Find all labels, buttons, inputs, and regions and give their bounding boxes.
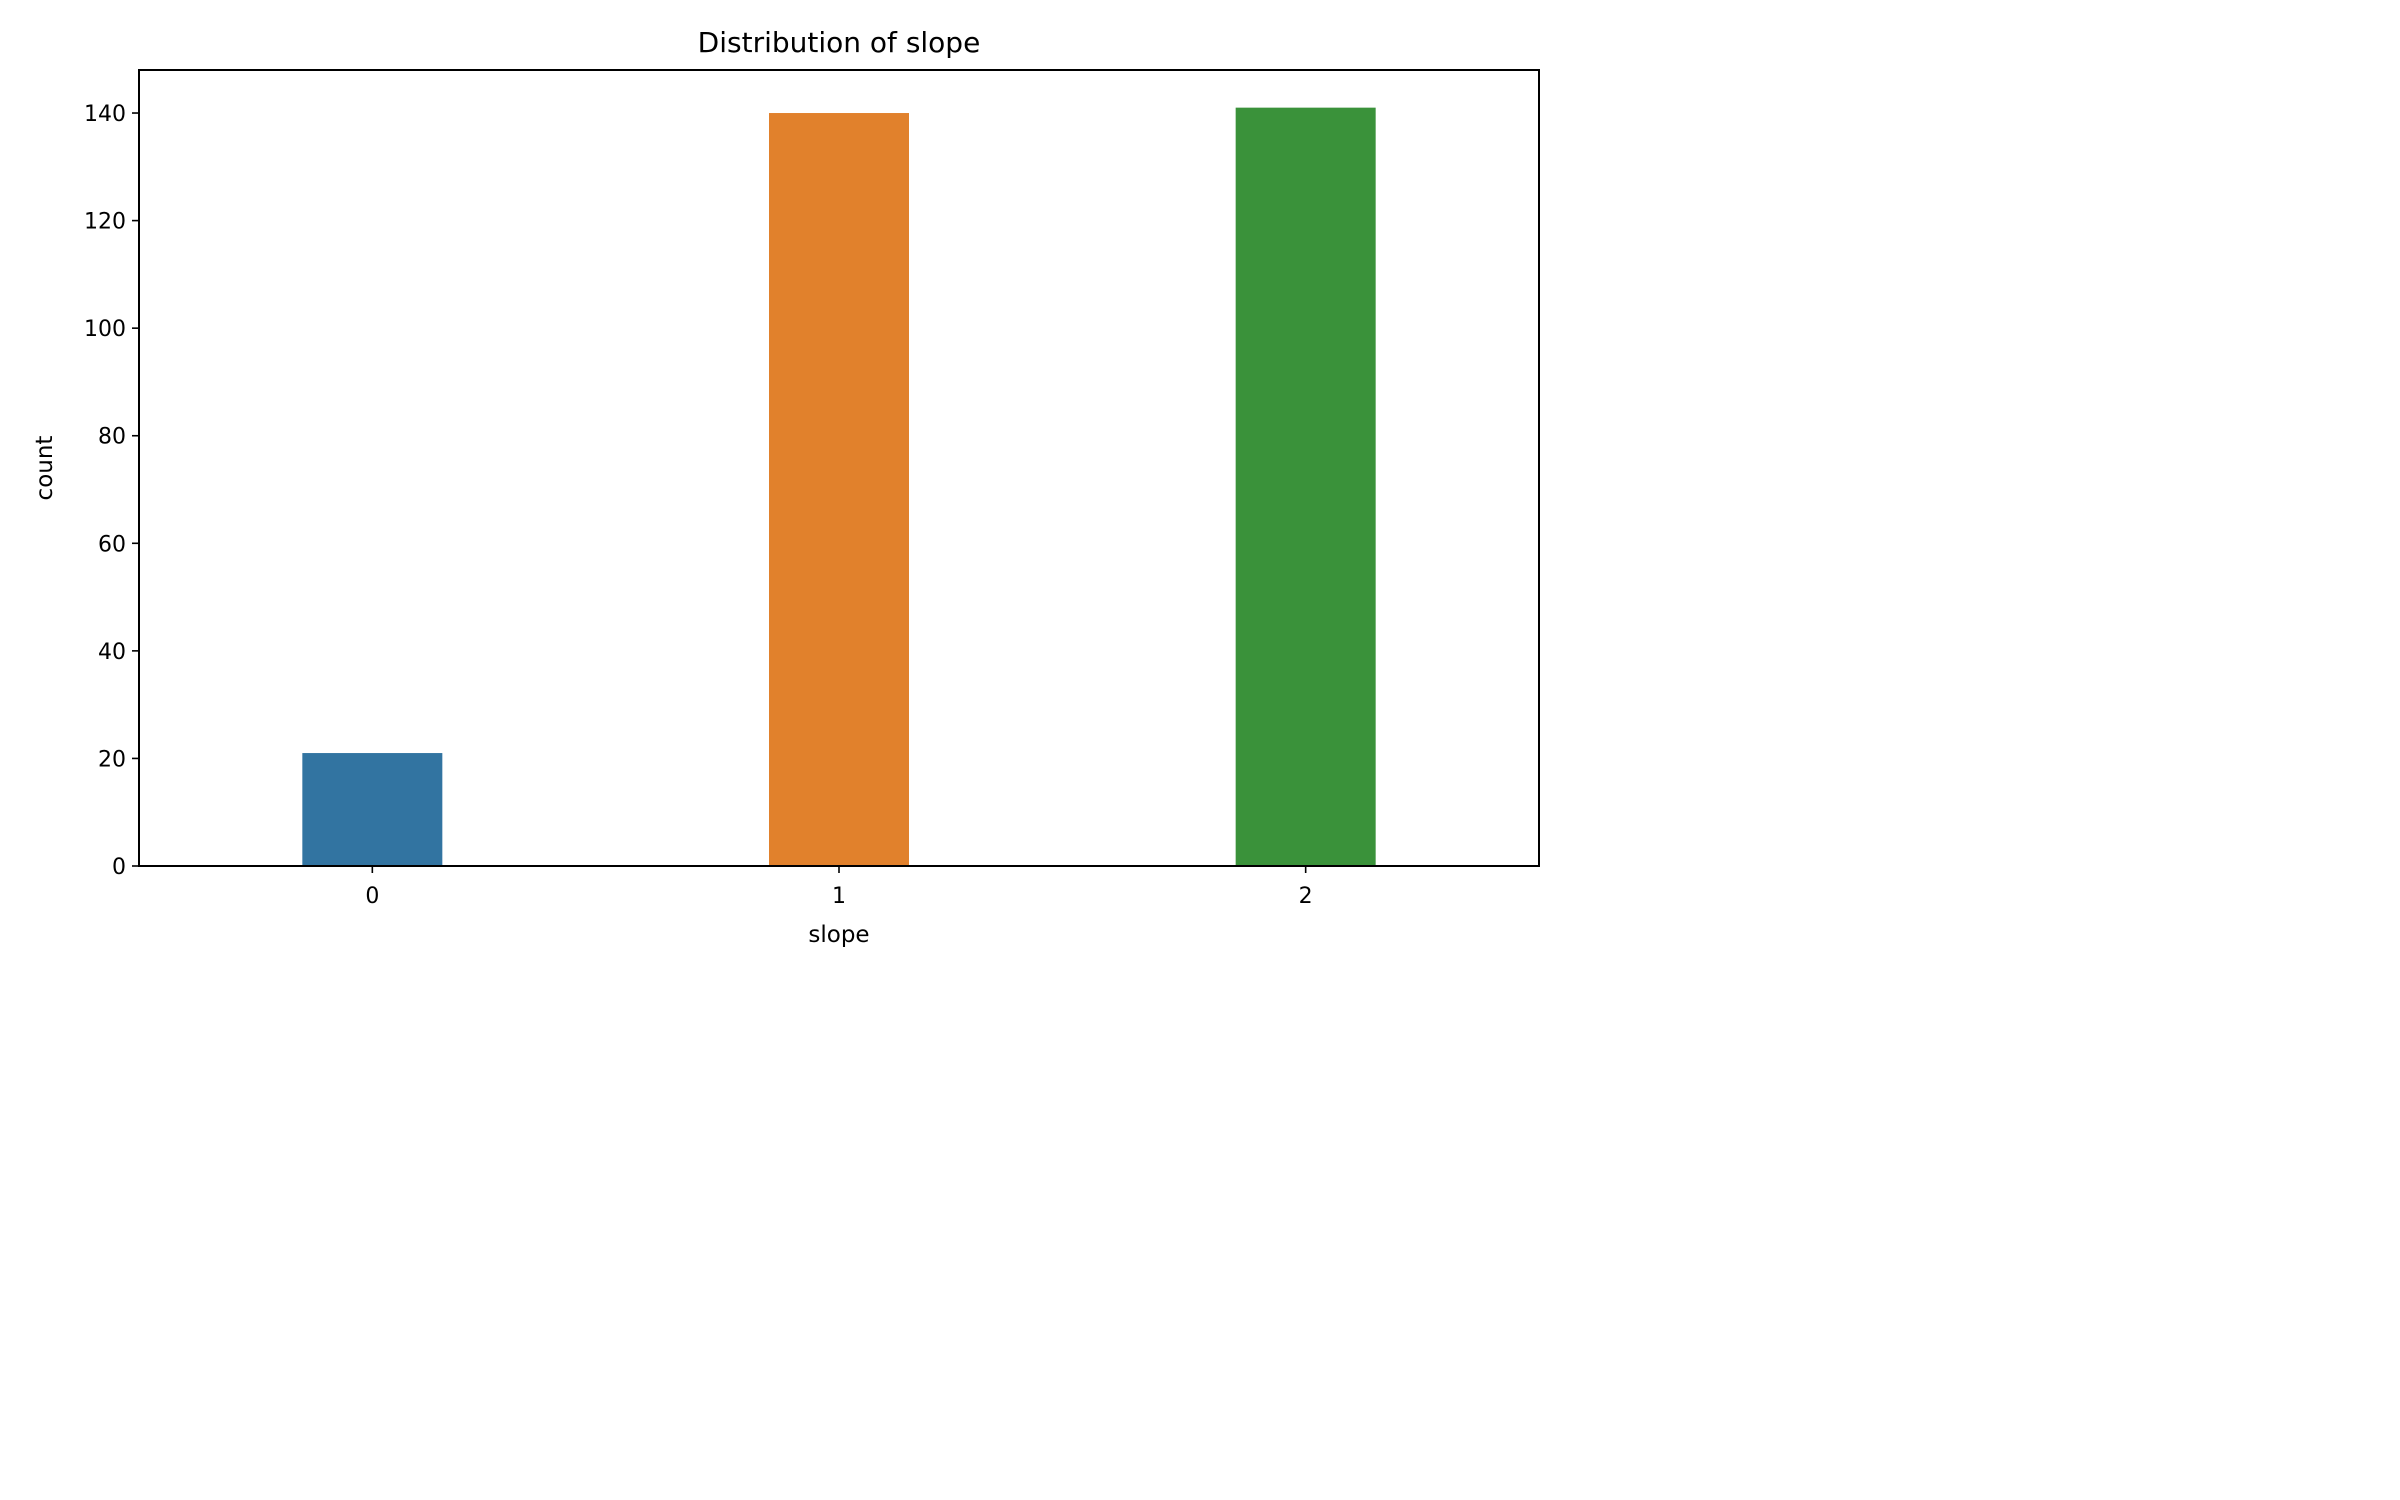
y-tick-label: 100 [84,317,126,342]
y-tick-label: 120 [84,210,126,235]
y-axis-title: count [32,436,58,501]
y-tick-label: 80 [98,425,126,450]
x-tick-label: 2 [1299,884,1313,909]
y-axis: 0 20 40 60 80 100 120 140 [84,102,139,880]
y-tick-label: 0 [112,855,126,880]
x-tick-label: 0 [365,884,379,909]
y-tick-label: 40 [98,640,126,665]
bar-0 [302,753,443,866]
x-tick-label: 1 [832,884,846,909]
y-tick-label: 20 [98,747,126,772]
chart-title: Distribution of slope [698,26,981,59]
x-axis-title: slope [808,922,869,948]
y-tick-label: 140 [84,102,126,127]
bar-1 [769,113,909,866]
y-tick-label: 60 [98,532,126,557]
plot-frame [138,69,1540,867]
bar-2 [1235,107,1376,866]
x-axis: 0 1 2 [365,866,1313,909]
bars [302,107,1376,866]
bar-chart: Distribution of slope 020406080100120140… [32,26,1540,948]
